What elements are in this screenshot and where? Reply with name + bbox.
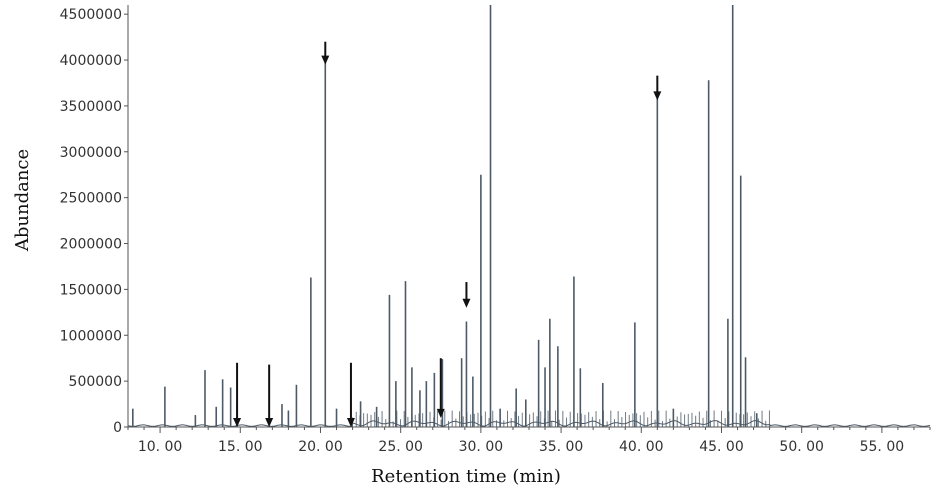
y-tick-label: 3000000	[60, 145, 122, 161]
arrow-head	[346, 418, 355, 427]
y-axis-label: Abundance	[12, 149, 33, 252]
x-tick-label: 35. 00	[539, 439, 584, 455]
y-axis-ticks: 0 500000 1000000 1500000 2000000 2500000 30000…	[60, 7, 128, 436]
arrow-head	[265, 418, 274, 427]
chromatogram-trace	[127, 5, 931, 427]
arrow-head	[653, 91, 662, 101]
arrow-head	[436, 408, 445, 418]
peak-arrows	[233, 41, 662, 427]
x-tick-label: 30. 00	[459, 439, 504, 455]
x-axis-label: Retention time (min)	[371, 466, 561, 487]
x-tick-label: 50. 00	[779, 439, 824, 455]
y-tick-label: 2500000	[60, 191, 122, 207]
y-tick-label: 2000000	[60, 237, 122, 253]
y-tick-label: 0	[113, 420, 122, 436]
axes	[127, 5, 930, 428]
x-tick-label: 25. 00	[378, 439, 423, 455]
x-tick-label: 20. 00	[298, 439, 343, 455]
baseline	[127, 420, 931, 427]
x-tick-label: 15. 00	[218, 439, 263, 455]
arrow-head	[462, 298, 471, 308]
y-tick-label: 1500000	[60, 282, 122, 298]
y-tick-label: 4500000	[60, 7, 122, 23]
x-tick-label: 40. 00	[619, 439, 664, 455]
y-tick-label: 4000000	[60, 53, 122, 69]
y-tick-label: 3500000	[60, 99, 122, 115]
y-tick-label: 1000000	[60, 328, 122, 344]
y-tick-label: 500000	[69, 374, 122, 390]
x-axis-ticks: 10. 00 15. 00 20. 00 25. 00 30. 00 35. 00 40. …	[127, 427, 931, 455]
x-tick-label: 55. 00	[860, 439, 905, 455]
arrow-head	[321, 55, 330, 65]
arrow-head	[233, 418, 242, 427]
x-tick-label: 10. 00	[138, 439, 183, 455]
x-tick-label: 45. 00	[699, 439, 744, 455]
